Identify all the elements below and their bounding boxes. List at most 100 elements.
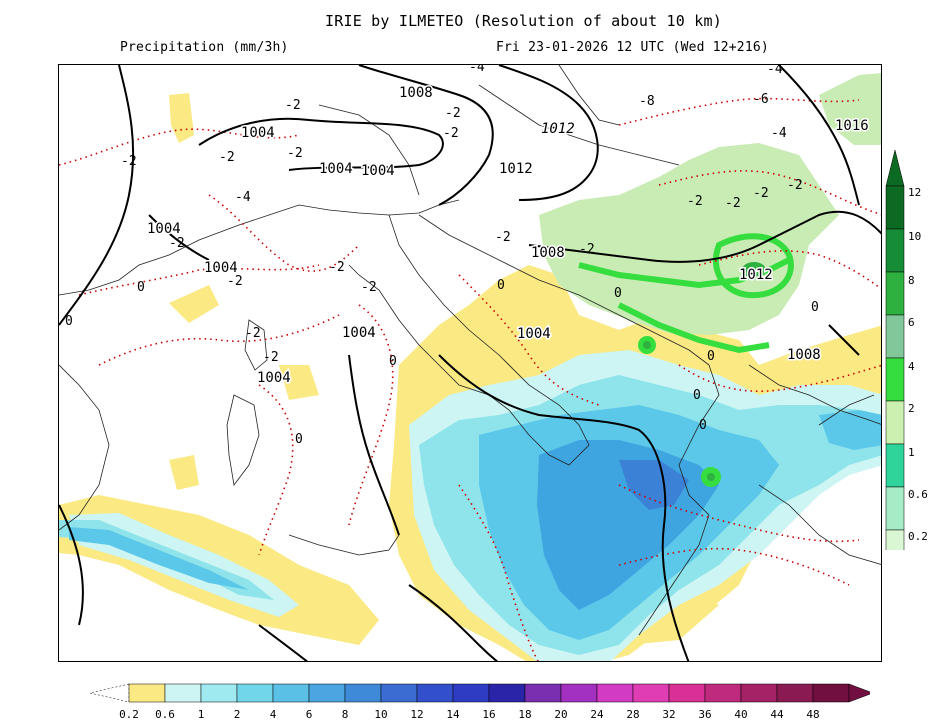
- hscale-label: 6: [306, 708, 313, 721]
- vscale-box: [885, 486, 905, 531]
- vscale-labels: 12 10 8 6 4 2 1 0.6 0.2: [908, 186, 928, 543]
- isotherm-label: -2: [227, 274, 243, 289]
- isotherm-label: -4: [767, 65, 783, 77]
- vscale-label: 2: [908, 402, 915, 415]
- vscale-boxes: [885, 149, 905, 574]
- isobar-label: 1008: [787, 347, 821, 363]
- hscale-box: [452, 683, 490, 703]
- isotherm-label: -2: [121, 154, 137, 169]
- hscale-box: [308, 683, 346, 703]
- isotherm-label: 0: [65, 314, 73, 329]
- hscale-labels: 0.2 0.6 1 2 4 6 8 10 12 14 16 18 20 24 2…: [119, 708, 820, 721]
- hscale-box: [272, 683, 310, 703]
- hscale-box: [740, 683, 778, 703]
- isobar-label: 1004: [204, 260, 238, 276]
- valid-time-label: Fri 23-01-2026 12 UTC (Wed 12+216): [496, 40, 769, 55]
- hscale-right-arrow: [848, 683, 874, 703]
- vscale-box: [885, 228, 905, 273]
- hscale-box: [812, 683, 850, 703]
- hscale-box: [200, 683, 238, 703]
- isotherm-label: 0: [295, 432, 303, 447]
- hscale-label: 12: [410, 708, 423, 721]
- vscale-box: [885, 271, 905, 316]
- isotherm-label: -2: [329, 260, 345, 275]
- hscale-label: 44: [770, 708, 784, 721]
- hscale-box: [236, 683, 274, 703]
- hscale-label: 8: [342, 708, 349, 721]
- isotherm-label: 0: [389, 354, 397, 369]
- isotherm-label: -4: [469, 65, 485, 75]
- isotherm-labels: -2 -2 -2 -2 -2 -4 -2 -2 -2 -2 -2 0 -2 -2…: [65, 65, 819, 447]
- hscale-box: [596, 683, 634, 703]
- hscale-label: 18: [518, 708, 531, 721]
- isobar-label: 1008: [399, 85, 433, 101]
- vscale-box: [885, 357, 905, 402]
- vscale-label: 10: [908, 230, 921, 243]
- vscale-arrow: [885, 149, 905, 187]
- isobar-label: 1004: [361, 163, 395, 179]
- hscale-box: [128, 683, 166, 703]
- hscale-box: [632, 683, 670, 703]
- isobar-label: 1004: [517, 326, 551, 342]
- hscale-box: [704, 683, 742, 703]
- isotherm-label: -2: [687, 194, 703, 209]
- vscale-box: [885, 314, 905, 359]
- isotherm-label: -6: [753, 92, 769, 107]
- isobar-label: 1012: [739, 267, 773, 283]
- isobar-label: 1004: [342, 325, 376, 341]
- isotherm-label: -2: [725, 196, 741, 211]
- hscale-box: [488, 683, 526, 703]
- isobar-label: 1012: [499, 161, 533, 177]
- chart-title: IRIE by ILMETEO (Resolution of about 10 …: [325, 12, 722, 30]
- isotherm-label: -4: [235, 190, 251, 205]
- isotherm-label: 0: [811, 300, 819, 315]
- vscale-label: 1: [908, 446, 915, 459]
- isotherm-label: -2: [443, 126, 459, 141]
- isotherm-label: -2: [287, 146, 303, 161]
- isobar-label: 1008: [531, 245, 565, 261]
- hscale-box: [164, 683, 202, 703]
- hscale-label: 4: [270, 708, 277, 721]
- hscale-label: 14: [446, 708, 460, 721]
- vscale-label: 6: [908, 316, 915, 329]
- hscale-label: 16: [482, 708, 495, 721]
- isotherm-label: -2: [361, 280, 377, 295]
- vscale-label: 0.2: [908, 530, 928, 543]
- isotherm-label: 0: [137, 280, 145, 295]
- hscale-label: 10: [374, 708, 387, 721]
- isobar-label: 1012: [541, 121, 575, 137]
- isotherm-label: -2: [245, 326, 261, 341]
- isotherm-label: -2: [219, 150, 235, 165]
- vscale-box: [885, 443, 905, 488]
- isotherm-label: 0: [707, 349, 715, 364]
- coastlines: [59, 65, 881, 636]
- hscale-box: [560, 683, 598, 703]
- isobar-label: 1016: [835, 118, 869, 134]
- hscale-label: 28: [626, 708, 639, 721]
- isotherm-label: -4: [771, 126, 787, 141]
- vscale-label: 4: [908, 360, 915, 373]
- hscale-label: 48: [806, 708, 819, 721]
- precip-light-green-areas: [539, 73, 881, 335]
- hscale-label: 0.2: [119, 708, 139, 721]
- hscale-box: [416, 683, 454, 703]
- hscale-label: 1: [198, 708, 205, 721]
- hscale-label: 20: [554, 708, 567, 721]
- vscale-label: 8: [908, 274, 915, 287]
- hscale-box: [776, 683, 814, 703]
- isotherm-label: 0: [693, 388, 701, 403]
- hscale-box: [668, 683, 706, 703]
- hscale-label: 24: [590, 708, 604, 721]
- variable-label: Precipitation (mm/3h): [120, 40, 289, 55]
- isotherm-lines: [59, 97, 881, 661]
- hscale-boxes: [89, 683, 874, 703]
- hscale-box: [380, 683, 418, 703]
- hscale-box: [344, 683, 382, 703]
- vscale-label: 0.6: [908, 488, 928, 501]
- hscale-label: 0.6: [155, 708, 175, 721]
- hscale-left-arrow: [89, 683, 130, 703]
- isotherm-label: -2: [753, 186, 769, 201]
- hscale-label: 36: [698, 708, 711, 721]
- vscale-box: [885, 185, 905, 230]
- vscale-box: [885, 529, 905, 574]
